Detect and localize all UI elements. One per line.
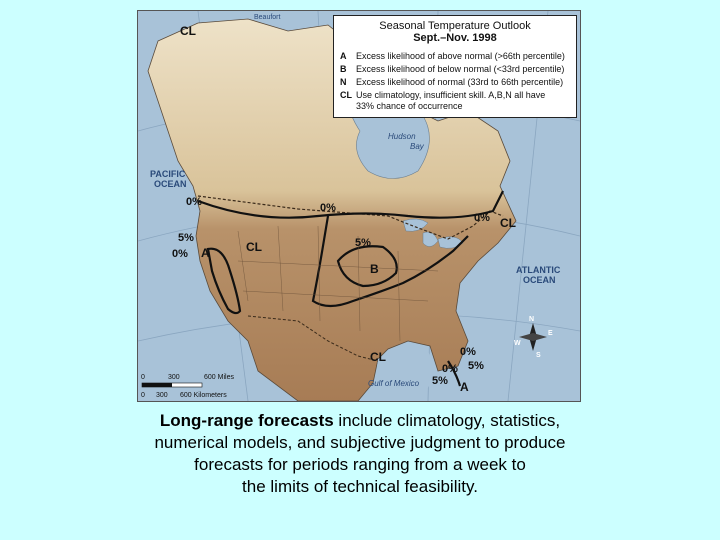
state-boundaries [237, 225, 439, 342]
pct-east-0: 0% [474, 212, 490, 224]
zone-a-west: A [201, 246, 210, 260]
pct-gulf-5a: 5% [468, 360, 484, 372]
pacific-label-2: OCEAN [154, 179, 187, 189]
outlook-contours [197, 190, 504, 387]
legend-code: A [340, 51, 347, 61]
caption-line-3: forecasts for periods ranging from a wee… [194, 455, 526, 474]
pacific-label: PACIFIC [150, 169, 186, 179]
atlantic-label-2: OCEAN [523, 275, 556, 285]
pct-gulf-0a: 0% [460, 346, 476, 358]
legend-title: Seasonal Temperature Outlook [379, 20, 531, 32]
scale-km-600: 600 Kilometers [180, 392, 227, 399]
zone-cl-west: CL [246, 240, 262, 254]
legend-code: CL [340, 90, 352, 100]
compass-n: N [529, 316, 534, 323]
caption-line-4: the limits of technical feasibility. [242, 477, 478, 496]
atlantic-label: ATLANTIC [516, 265, 561, 275]
gulf-label: Gulf of Mexico [368, 379, 420, 388]
caption-line-1-rest: include climatology, statistics, [333, 411, 561, 430]
mexico-border [247, 315, 379, 362]
scale-miles-300: 300 [168, 374, 180, 381]
pct-gulf-5b: 5% [432, 375, 448, 387]
legend-desc: Excess likelihood of normal (33rd to 66t… [356, 77, 564, 87]
legend-code: B [340, 64, 347, 74]
great-lakes [402, 218, 464, 249]
scale-miles-0: 0 [141, 374, 145, 381]
legend-item-a: A Excess likelihood of above normal (>66t… [340, 51, 565, 61]
scale-km-0: 0 [141, 392, 145, 399]
scale-bar: 0 300 600 Miles 0 300 600 Kilometers [141, 374, 234, 399]
beaufort-label: Beaufort [254, 14, 281, 21]
zone-cl-northwest: CL [180, 24, 196, 38]
compass-rose: N E S W [514, 316, 553, 359]
pct-central-5: 5% [355, 237, 371, 249]
zone-cl-east: CL [500, 216, 516, 230]
legend-item-b: B Excess likelihood of below normal (<33r… [340, 64, 564, 74]
pct-north-0: 0% [320, 202, 336, 214]
hudson-label-2: Bay [410, 142, 425, 151]
legend-subtitle: Sept.–Nov. 1998 [413, 32, 497, 44]
caption: Long-range forecasts include climatology… [0, 410, 720, 498]
legend-code: N [340, 77, 347, 87]
compass-w: W [514, 340, 521, 347]
hudson-label: Hudson [388, 132, 416, 141]
caption-line-1: Long-range forecasts include climatology… [0, 410, 720, 432]
legend-desc: Use climatology, insufficient skill. A,B… [356, 90, 546, 100]
gulf-of-mexico-water [377, 349, 433, 401]
legend-continuation: 33% chance of occurrence [356, 101, 463, 111]
legend-item-n: N Excess likelihood of normal (33rd to 66… [340, 77, 563, 87]
scale-km-300: 300 [156, 392, 168, 399]
scale-miles-600: 600 Miles [204, 374, 234, 381]
pct-pacific-0: 0% [186, 196, 202, 208]
pct-west-0: 0% [172, 248, 188, 260]
compass-s: S [536, 352, 541, 359]
pct-west-5: 5% [178, 232, 194, 244]
zone-a-south: A [460, 380, 469, 394]
compass-e: E [548, 330, 553, 337]
legend-item-cl: CL Use climatology, insufficient skill. A… [340, 90, 545, 100]
caption-bold: Long-range forecasts [159, 411, 334, 430]
zone-b-central: B [370, 262, 379, 276]
pct-gulf-0b: 0% [442, 363, 458, 375]
legend-desc: Excess likelihood of above normal (>66th… [356, 51, 565, 61]
legend: Seasonal Temperature Outlook Sept.–Nov. … [333, 15, 577, 118]
zone-cl-south: CL [370, 350, 386, 364]
caption-line-2: numerical models, and subjective judgmen… [154, 433, 566, 452]
legend-desc: Excess likelihood of below normal (<33rd… [356, 64, 565, 74]
